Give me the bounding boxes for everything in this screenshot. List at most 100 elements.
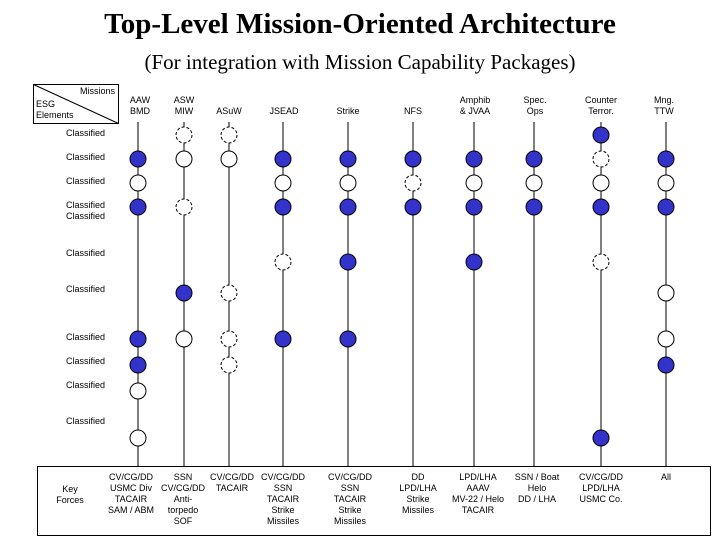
marker-filled-circle <box>129 198 147 216</box>
key-force-entry: Missiles <box>333 516 366 526</box>
marker-open-circle <box>592 174 610 192</box>
marker-filled-circle <box>404 198 422 216</box>
marker-filled-circle <box>465 198 483 216</box>
marker-filled-circle <box>274 150 292 168</box>
marker-open-circle <box>129 429 147 447</box>
row-label-7: Classified <box>66 332 106 342</box>
row-label-8: Classified <box>66 356 106 366</box>
page-subtitle: (For integration with Mission Capability… <box>144 50 576 74</box>
key-force-entry: USMC Co. <box>579 494 623 504</box>
key-force-entry: Missiles <box>266 516 299 526</box>
marker-filled-circle <box>339 330 357 348</box>
key-force-entry: CV/CG/DD <box>108 472 153 482</box>
key-forces-column-6: DD LPD/LHA Strike Missiles <box>383 472 453 516</box>
row-label-5: Classified <box>66 248 106 258</box>
column-header-nfs: NFS <box>404 106 422 116</box>
corner-diagonal <box>33 84 119 124</box>
key-force-entry: CV/CG/DD <box>327 472 372 482</box>
key-force-entry: Strike <box>338 505 362 515</box>
key-force-entry: LPD/LHA <box>399 483 437 493</box>
marker-open-circle <box>129 382 147 400</box>
key-force-entry: SSN <box>273 483 293 493</box>
key-forces-column-9: CV/CG/DD LPD/LHA USMC Co. <box>566 472 636 505</box>
key-forces-column-5: CV/CG/DD SSN TACAIR Strike Missiles <box>315 472 385 527</box>
marker-filled-circle <box>525 198 543 216</box>
marker-filled-circle <box>657 356 675 374</box>
marker-filled-circle <box>339 150 357 168</box>
marker-filled-circle <box>274 198 292 216</box>
key-forces-column-7: LPD/LHA AAAV MV-22 / Helo TACAIR <box>443 472 513 516</box>
marker-filled-circle <box>274 330 292 348</box>
key-force-entry: Anti- <box>173 494 193 504</box>
key-force-entry: TACAIR <box>266 494 300 504</box>
key-force-entry: All <box>660 472 671 482</box>
key-force-entry: AAAV <box>466 483 490 493</box>
column-header-strike: Strike <box>336 106 360 116</box>
marker-filled-circle <box>339 198 357 216</box>
marker-filled-circle <box>129 330 147 348</box>
marker-dashed-circle <box>404 174 422 192</box>
marker-dashed-circle <box>592 253 610 271</box>
key-force-entry: LPD/LHA <box>582 483 620 493</box>
marker-filled-circle <box>592 126 610 144</box>
marker-open-circle <box>525 174 543 192</box>
key-force-entry: SSN <box>173 472 193 482</box>
row-label-9: Classified <box>66 380 106 390</box>
key-force-entry: Strike <box>271 505 295 515</box>
key-force-entry: Missiles <box>401 505 434 515</box>
marker-filled-circle <box>129 150 147 168</box>
marker-dashed-circle <box>175 126 193 144</box>
column-header-counter-terror: Counter Terror. <box>584 95 618 116</box>
key-force-entry: CV/CG/DD <box>578 472 623 482</box>
marker-dashed-circle <box>175 198 193 216</box>
marker-filled-circle <box>592 198 610 216</box>
marker-dashed-circle <box>592 150 610 168</box>
marker-open-circle <box>274 174 292 192</box>
row-label-4: Classified Classified <box>66 200 106 221</box>
marker-open-circle <box>657 284 675 302</box>
marker-filled-circle <box>657 198 675 216</box>
page-title: Top-Level Mission-Oriented Architecture <box>104 8 616 40</box>
key-force-entry: MV-22 / Helo <box>451 494 505 504</box>
key-force-entry: DD / LHA <box>517 494 556 504</box>
key-forces-column-1: CV/CG/DD USMC Div TACAIR SAM / ABM <box>96 472 166 516</box>
key-force-entry: USMC Div <box>110 483 152 493</box>
row-label-6: Classified <box>66 284 106 294</box>
key-force-entry: TACAIR <box>114 494 148 504</box>
row-label-3: Classified <box>66 176 106 186</box>
row-label-2: Classified <box>66 152 106 162</box>
column-header-mng-ttw: Mng. TTW <box>653 95 674 116</box>
key-force-entry: SAM / ABM <box>107 505 154 515</box>
key-forces-column-10: All <box>631 472 701 483</box>
marker-filled-circle <box>129 356 147 374</box>
marker-open-circle <box>129 174 147 192</box>
row-label-10: Classified <box>66 416 106 426</box>
key-force-entry: CV/CG/DD <box>209 472 254 482</box>
key-force-entry: DD <box>411 472 425 482</box>
key-forces-column-2: SSN CV/CG/DD Anti-torpedo SOF <box>148 472 218 527</box>
key-force-entry: TACAIR <box>215 483 249 493</box>
marker-open-circle <box>657 174 675 192</box>
column-header-jsead: JSEAD <box>269 106 299 116</box>
key-force-entry: Helo <box>527 483 547 493</box>
column-header-aaw: AAW BMD <box>129 95 151 116</box>
key-force-entry: CV/CG/DD <box>160 483 205 493</box>
marker-open-circle <box>175 150 193 168</box>
column-header-spec-ops: Spec. Ops <box>523 95 547 116</box>
marker-open-circle <box>465 174 483 192</box>
marker-filled-circle <box>339 253 357 271</box>
marker-filled-circle <box>175 284 193 302</box>
corner-header-cell: Missions ESG Elements <box>33 84 119 124</box>
corner-esg-label: ESG <box>36 99 56 109</box>
key-forces-column-8: SSN / Boat Helo DD / LHA <box>502 472 572 505</box>
marker-open-circle <box>220 150 238 168</box>
marker-filled-circle <box>592 429 610 447</box>
marker-open-circle <box>175 330 193 348</box>
key-force-entry: TACAIR <box>333 494 367 504</box>
marker-dashed-circle <box>220 284 238 302</box>
marker-open-circle <box>339 174 357 192</box>
row-label-1: Classified <box>66 128 106 138</box>
key-forces-label: Key Forces <box>56 484 84 505</box>
key-force-entry: SSN / Boat <box>514 472 560 482</box>
